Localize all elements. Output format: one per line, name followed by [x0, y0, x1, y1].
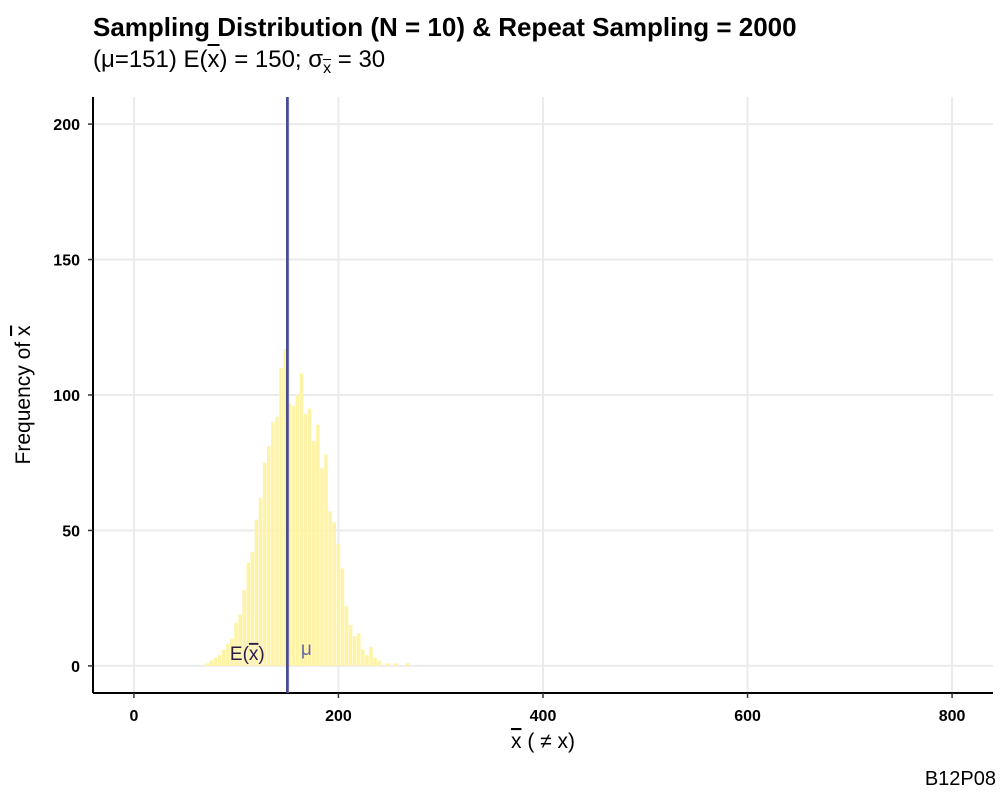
histogram-bar	[320, 468, 324, 666]
histogram-bar	[377, 660, 382, 666]
y-tick-label: 0	[71, 659, 80, 676]
histogram-bar	[230, 638, 234, 666]
histogram-bar	[373, 657, 377, 666]
x-tick-label: 600	[734, 708, 761, 725]
reference-lines	[286, 97, 290, 693]
y-axis-label: Frequency of x	[12, 325, 35, 464]
histogram-bar	[209, 660, 214, 666]
histogram-bar	[291, 405, 296, 666]
y-tick-label: 50	[62, 523, 80, 540]
histogram-bar	[258, 497, 263, 666]
histogram-bar	[406, 663, 410, 666]
histogram-bars	[205, 348, 410, 666]
axis-ticks: 0 200 400 600 800 0 50 100 150 200	[53, 117, 965, 725]
histogram-bar	[340, 568, 345, 666]
histogram-bar	[352, 636, 357, 666]
histogram-bar	[316, 424, 320, 666]
histogram-bar	[332, 522, 337, 666]
x-axis-label: x ( ≠ x)	[511, 730, 575, 753]
histogram-bar	[307, 408, 312, 666]
histogram-bar	[279, 367, 283, 666]
histogram-bar	[365, 655, 369, 666]
histogram-bar	[246, 562, 251, 666]
histogram-bar	[303, 413, 308, 666]
histogram-bar	[287, 403, 292, 666]
x-tick-label: 800	[939, 708, 966, 725]
histogram-bar	[226, 644, 230, 666]
histogram-bar	[262, 462, 267, 666]
subtitle-xbar: x	[207, 46, 220, 73]
subtitle-prefix: (μ=151) E(	[93, 46, 208, 73]
histogram-bar	[266, 446, 271, 666]
histogram-bar	[369, 646, 373, 666]
histogram-bar	[348, 625, 353, 666]
histogram-bar	[221, 649, 226, 666]
figure-caption: B12P08	[924, 768, 996, 790]
x-tick-label: 400	[530, 708, 557, 725]
x-tick-label: 200	[325, 708, 352, 725]
histogram-bar	[344, 606, 349, 666]
histogram-bar	[361, 649, 365, 666]
subtitle-mid: ) = 150; σ	[219, 46, 324, 73]
histogram-bar	[299, 373, 304, 666]
histogram-bar	[328, 511, 332, 666]
chart-subtitle: (μ=151) E(x) = 150; σx = 30	[93, 46, 385, 78]
annotation-expected-value: E(x)	[230, 644, 265, 665]
histogram-bar	[238, 614, 242, 666]
histogram-bar	[213, 657, 218, 666]
annotation-mu: μ	[301, 639, 312, 660]
histogram-bar	[250, 552, 255, 666]
histogram-bar	[234, 622, 238, 666]
histogram-bar	[254, 519, 259, 666]
histogram-bar	[336, 544, 341, 666]
histogram-bar	[356, 633, 361, 666]
histogram-bar	[217, 655, 222, 666]
histogram-bar	[295, 395, 300, 666]
subtitle-sigma-sub: x	[323, 59, 332, 77]
histogram-bar	[324, 454, 328, 666]
x-tick-label: 0	[129, 708, 138, 725]
histogram-bar	[205, 663, 210, 666]
chart-title: Sampling Distribution (N = 10) & Repeat …	[93, 12, 797, 42]
histogram-bar	[283, 348, 287, 666]
y-tick-label: 200	[53, 117, 80, 134]
histogram-bar	[385, 663, 390, 666]
histogram-bar	[275, 416, 279, 666]
histogram-bar	[311, 441, 316, 666]
histogram-bar	[271, 422, 275, 666]
histogram-bar	[393, 663, 398, 666]
grid-lines	[93, 97, 993, 693]
y-tick-label: 150	[53, 253, 80, 270]
histogram-bar	[242, 590, 247, 666]
subtitle-suffix: = 30	[331, 46, 386, 73]
y-tick-label: 100	[53, 388, 80, 405]
